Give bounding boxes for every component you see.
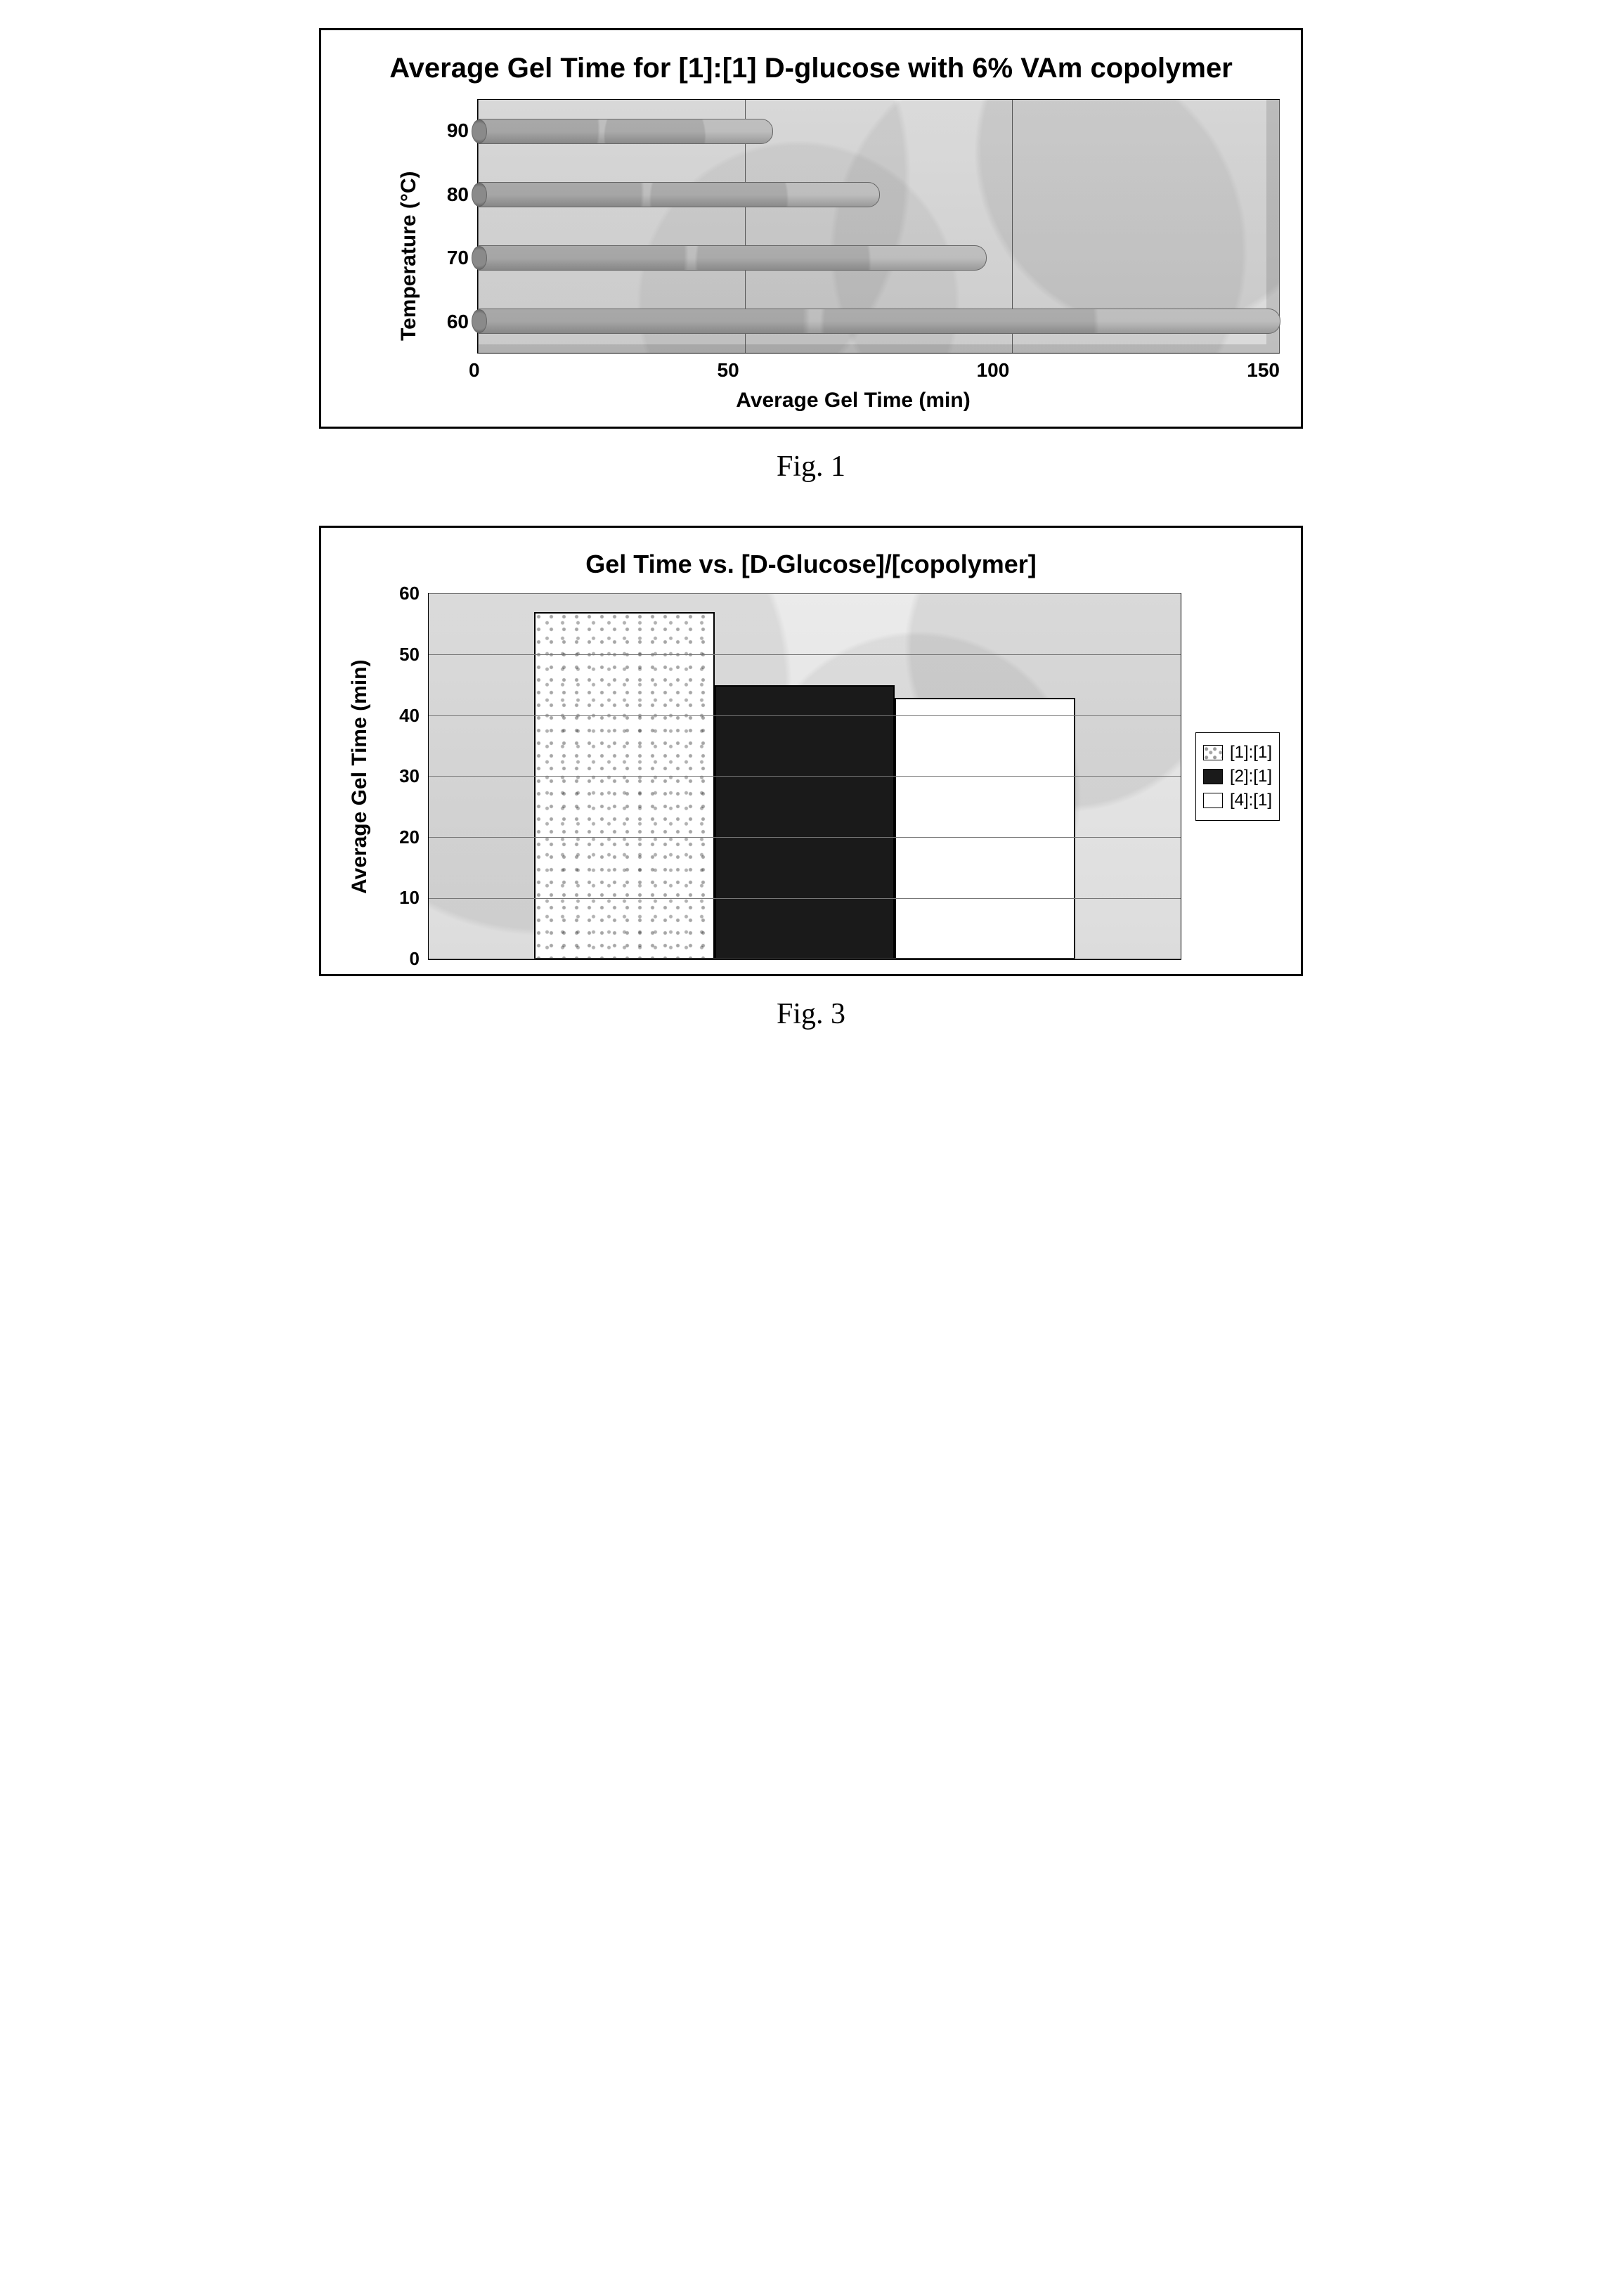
- chart1-ytick: 70: [427, 247, 469, 269]
- chart3-bar: [715, 685, 895, 959]
- chart1-ytick: 60: [427, 311, 469, 333]
- chart3-plot-area: [428, 593, 1181, 960]
- chart1-xtick: 0: [469, 359, 480, 382]
- chart1-xtick: 100: [977, 359, 1010, 382]
- chart3-bar: [895, 698, 1075, 960]
- chart3-legend-swatch: [1203, 769, 1223, 784]
- chart3-gridline: [429, 715, 1181, 716]
- chart1-bar: [478, 309, 1280, 334]
- figure-1-frame: Average Gel Time for [1]:[1] D-glucose w…: [319, 28, 1303, 429]
- chart1-x-axis-title: Average Gel Time (min): [427, 389, 1280, 413]
- chart1-xtick: 150: [1247, 359, 1280, 382]
- chart1-plot-area: [477, 99, 1280, 354]
- chart3-legend-row: [4]:[1]: [1203, 791, 1272, 810]
- chart3-y-ticks: 0102030405060: [377, 593, 428, 959]
- chart1-plot-row: 90 80 70 60: [427, 99, 1280, 354]
- chart1-body: Temperature (°C) 90 80 70 60 0 50: [384, 99, 1280, 413]
- chart1-xtick: 50: [718, 359, 739, 382]
- chart3-legend-swatch: [1203, 793, 1223, 808]
- chart3-gridline: [429, 593, 1181, 594]
- chart3-gridline: [429, 654, 1181, 655]
- chart1-y-ticks: 90 80 70 60: [427, 99, 477, 354]
- chart1-title: Average Gel Time for [1]:[1] D-glucose w…: [342, 51, 1280, 85]
- chart1-bar: [478, 245, 987, 271]
- chart3-gridline: [429, 837, 1181, 838]
- chart3-legend-label: [2]:[1]: [1230, 767, 1272, 786]
- chart1-bar: [478, 119, 773, 144]
- chart1-bar: [478, 182, 880, 207]
- figure-3-frame: Gel Time vs. [D-Glucose]/[copolymer] Ave…: [319, 526, 1303, 976]
- chart3-legend-row: [1]:[1]: [1203, 743, 1272, 763]
- chart1-y-axis-title: Temperature (°C): [384, 99, 427, 413]
- chart3-body: Average Gel Time (min) 0102030405060 [1]…: [342, 593, 1280, 960]
- chart3-y-axis-title: Average Gel Time (min): [342, 593, 377, 960]
- chart1-x-ticks: 0 50 100 150: [469, 359, 1280, 382]
- page: Average Gel Time for [1]:[1] D-glucose w…: [319, 28, 1303, 1031]
- chart3-gridline: [429, 898, 1181, 899]
- spacer: [427, 359, 469, 382]
- chart3-legend-label: [4]:[1]: [1230, 791, 1272, 810]
- chart3-bars-group: [534, 594, 1075, 959]
- figure-1-caption: Fig. 1: [319, 450, 1303, 484]
- chart3-plot-col: 0102030405060 [1]:[1] [2]:[1] [4]:[1]: [377, 593, 1280, 960]
- chart3-plot-row: 0102030405060 [1]:[1] [2]:[1] [4]:[1]: [377, 593, 1280, 960]
- chart3-gridline: [429, 776, 1181, 777]
- chart1-x-axis: 0 50 100 150: [427, 359, 1280, 382]
- chart3-legend-swatch: [1203, 745, 1223, 760]
- figure-3-caption: Fig. 3: [319, 997, 1303, 1031]
- chart3-bar: [534, 612, 715, 959]
- chart3-legend-label: [1]:[1]: [1230, 743, 1272, 763]
- chart3-legend-row: [2]:[1]: [1203, 767, 1272, 786]
- chart1-ytick: 80: [427, 183, 469, 206]
- chart1-plot-wrap: 90 80 70 60 0 50 100 150: [427, 99, 1280, 413]
- chart1-ytick: 90: [427, 119, 469, 142]
- chart3-title: Gel Time vs. [D-Glucose]/[copolymer]: [342, 549, 1280, 579]
- chart3-legend: [1]:[1] [2]:[1] [4]:[1]: [1195, 732, 1280, 821]
